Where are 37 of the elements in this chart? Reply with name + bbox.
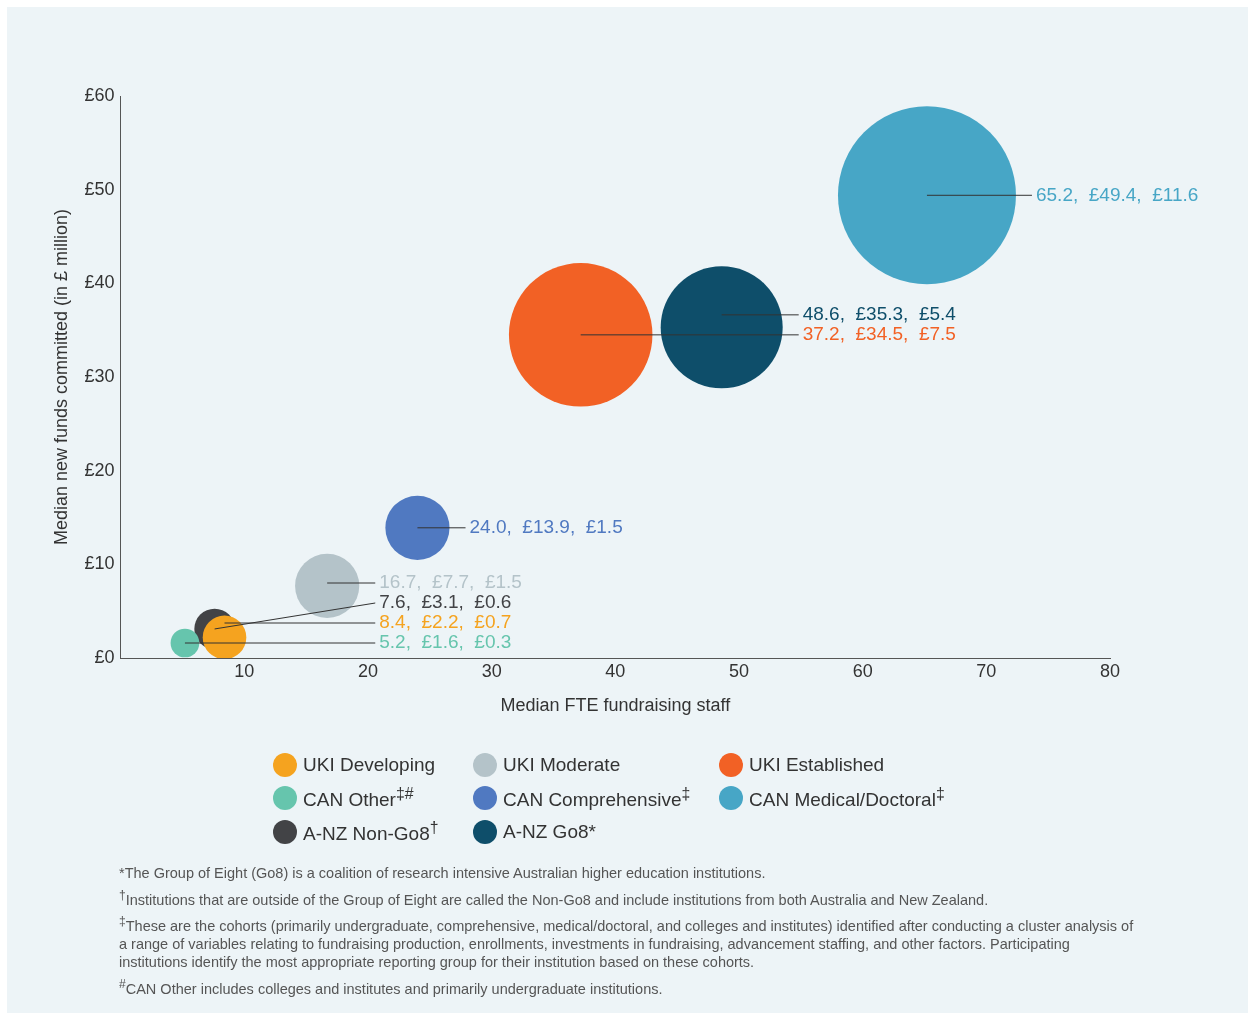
- data-label: 24.0, £13.9, £1.5: [469, 516, 623, 538]
- legend-label: UKI Moderate: [503, 754, 621, 776]
- data-label: 37.2, £34.5, £7.5: [802, 323, 956, 345]
- y-tick-label: £50: [84, 178, 115, 199]
- x-tick-label: 60: [852, 660, 873, 681]
- text: $^{#}$CAN Other includes colleges and institutes and primarily undergraduate institutions.: [119, 976, 664, 999]
- y-tick-label: £0: [94, 646, 115, 667]
- data-label: 7.6, £3.1, £0.6: [379, 591, 512, 613]
- data-label: 48.6, £35.3, £5.4: [802, 303, 957, 325]
- y-tick-label: £30: [84, 365, 115, 386]
- y-axis-title: Median new funds committed (in £ million): [50, 208, 71, 546]
- x-tick-label: 20: [357, 660, 378, 681]
- data-label: 5.2, £1.6, £0.3: [379, 631, 512, 653]
- legend-label: A-NZ Go8*: [503, 821, 596, 844]
- y-tick-label: £40: [84, 272, 115, 293]
- x-axis-title: Median FTE fundraising staff: [500, 695, 732, 716]
- data-label: 16.7, £7.7, £1.5: [379, 571, 522, 593]
- data-label: 65.2, £49.4, £11.6: [1035, 183, 1199, 205]
- legend-label: A-NZ Non-Go8$^{†}$: [303, 819, 439, 846]
- x-tick-label: 50: [728, 660, 749, 681]
- x-tick-label: 70: [976, 660, 997, 681]
- legend-label: CAN Medical/Doctoral$^{‡}$: [749, 785, 945, 812]
- legend-label: CAN Comprehensive$^{‡}$: [503, 785, 691, 812]
- y-tick-label: £10: [84, 553, 115, 574]
- text: *The Group of Eight (Go8) is a coalition of research intensive Australian higher education institutions.: [119, 863, 767, 882]
- x-tick-label: 30: [481, 660, 502, 681]
- legend-label: UKI Developing: [303, 754, 436, 776]
- text: $^{‡}$These are the cohorts (primarily undergraduate, comprehensive, medical/doctoral, and colleges and institutes) identified after conducting a cluster analysis of a range of variables relating to fundraising production, enrollments, investments in fundraising, advancement staffing, and other factors. Participating institutions identify the most appropriate reporting group for their institution based on these cohorts.: [119, 913, 1135, 972]
- x-tick-label: 40: [605, 660, 626, 681]
- x-tick-label: 80: [1099, 660, 1121, 681]
- x-tick-label: 10: [234, 660, 255, 681]
- legend-label: UKI Established: [749, 754, 885, 776]
- y-tick-label: £20: [84, 459, 115, 480]
- text: $^{†}$Institutions that are outside of the Group of Eight are called the Non-Go8 and include institutions from both Australia and New Zealand.: [119, 886, 990, 909]
- legend-label: CAN Other$^{‡#}$: [303, 785, 414, 812]
- data-label: 8.4, £2.2, £0.7: [379, 611, 512, 633]
- y-tick-label: £60: [84, 84, 115, 105]
